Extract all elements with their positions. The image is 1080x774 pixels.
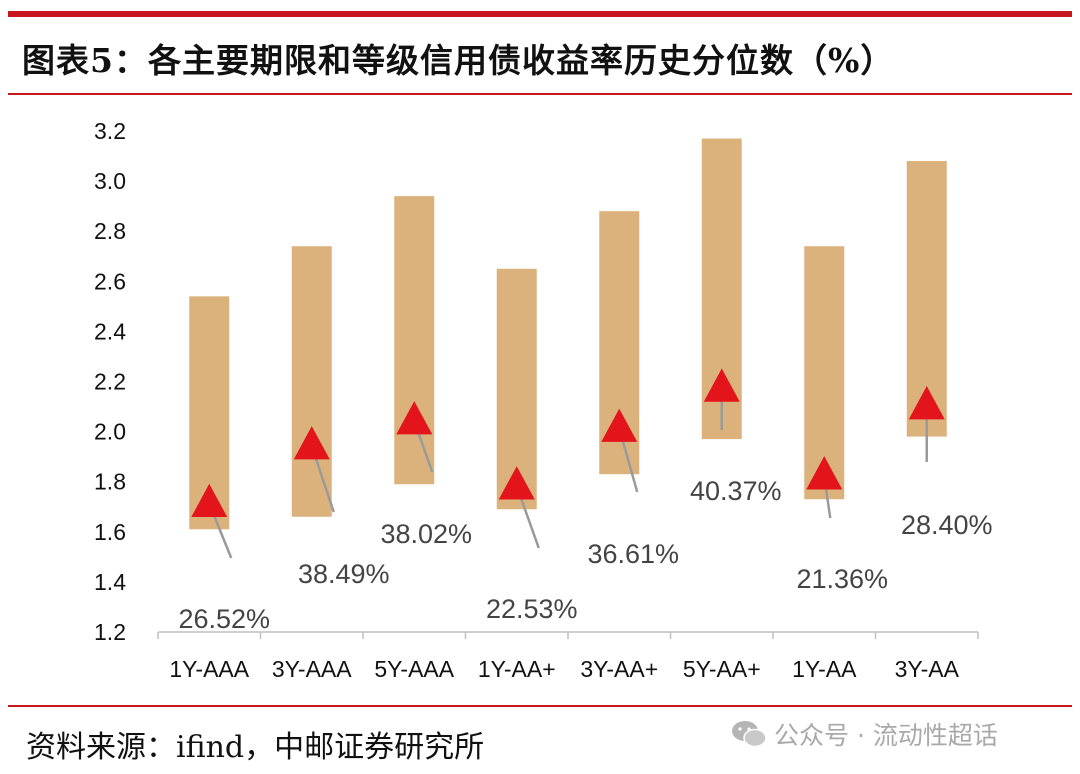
y-tick-label: 2.8 xyxy=(94,218,126,244)
percentile-label: 22.53% xyxy=(486,594,578,624)
y-tick-label: 2.2 xyxy=(94,369,126,395)
source-note: 资料来源：ifind，中邮证券研究所 xyxy=(26,730,485,765)
range-bars xyxy=(189,138,947,530)
category-label: 3Y-AA xyxy=(895,656,960,682)
range-chart: 3.2 3.0 2.8 2.6 2.4 2.2 2.0 1.8 1.6 1.4 1.2 26.52%… xyxy=(94,118,993,682)
chart-title: 图表5：各主要期限和等级信用债收益率历史分位数（%） xyxy=(22,41,895,80)
y-tick-label: 2.6 xyxy=(94,268,126,294)
category-label: 5Y-AA+ xyxy=(683,656,761,682)
watermark-text: 公众号 · 流动性超话 xyxy=(774,721,998,750)
current-yield-markers xyxy=(191,368,945,518)
percentile-label: 38.49% xyxy=(298,559,390,589)
current-yield-marker xyxy=(908,386,945,420)
percentile-label: 28.40% xyxy=(901,510,993,540)
category-label: 5Y-AAA xyxy=(374,656,454,682)
current-yield-marker xyxy=(191,483,228,518)
current-yield-marker xyxy=(703,368,740,402)
y-axis-ticks: 3.2 3.0 2.8 2.6 2.4 2.2 2.0 1.8 1.6 1.4 1.2 xyxy=(94,118,126,645)
y-tick-label: 3.0 xyxy=(94,168,126,194)
category-label: 3Y-AAA xyxy=(272,656,352,682)
percentile-label: 26.52% xyxy=(178,604,270,634)
category-label: 1Y-AA+ xyxy=(478,656,556,682)
current-yield-marker xyxy=(396,401,433,435)
y-tick-label: 1.8 xyxy=(94,469,126,495)
percentile-label: 36.61% xyxy=(587,539,679,569)
current-yield-marker xyxy=(806,456,843,490)
wechat-icon xyxy=(732,721,767,748)
y-tick-label: 2.0 xyxy=(94,419,126,445)
percentile-label: 40.37% xyxy=(690,476,782,506)
current-yield-marker xyxy=(498,466,535,500)
percentile-label: 38.02% xyxy=(380,519,472,549)
category-label: 1Y-AAA xyxy=(169,656,249,682)
title-divider xyxy=(8,93,1072,95)
current-yield-marker xyxy=(293,426,330,460)
x-axis xyxy=(157,131,979,639)
current-yield-marker xyxy=(601,408,638,442)
y-tick-label: 1.6 xyxy=(94,519,126,545)
watermark: 公众号 · 流动性超话 xyxy=(730,716,998,752)
top-accent-bar xyxy=(8,11,1072,17)
y-tick-label: 3.2 xyxy=(94,118,126,144)
y-tick-label: 1.4 xyxy=(94,569,126,595)
range-bar xyxy=(394,196,435,485)
range-bar xyxy=(291,246,332,517)
footer-divider xyxy=(8,705,1072,707)
y-tick-label: 2.4 xyxy=(94,318,126,344)
percentile-labels: 26.52% 38.49% 38.02% 22.53% 36.61% 40.37% 21.3… xyxy=(178,476,992,634)
y-tick-label: 1.2 xyxy=(94,619,126,645)
category-label: 1Y-AA xyxy=(792,656,857,682)
category-label: 3Y-AA+ xyxy=(580,656,658,682)
percentile-label: 21.36% xyxy=(796,564,888,594)
category-labels: 1Y-AAA 3Y-AAA 5Y-AAA 1Y-AA+ 3Y-AA+ 5Y-AA+ 1Y-A… xyxy=(169,656,959,682)
